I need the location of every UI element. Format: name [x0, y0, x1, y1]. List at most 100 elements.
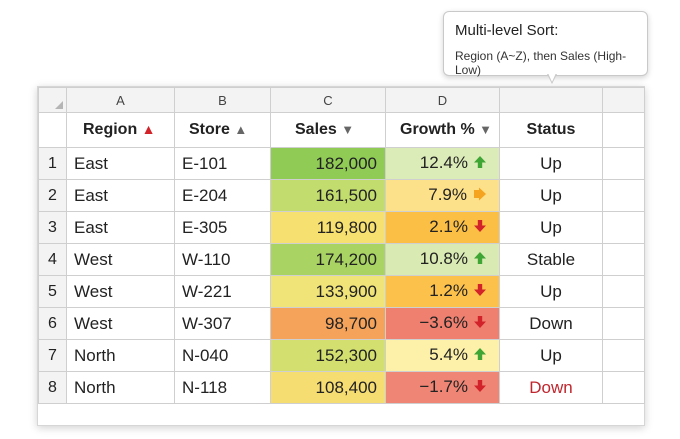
- up-green-arrow-icon: [473, 154, 487, 174]
- row-number: 8: [48, 378, 57, 396]
- growth-value: 10.8%: [419, 249, 468, 269]
- cell-store[interactable]: N-118: [174, 371, 271, 404]
- store-value: W-307: [182, 313, 232, 333]
- cell-sales[interactable]: 98,700: [270, 307, 386, 340]
- empty-cell[interactable]: [602, 147, 645, 180]
- row-number: 2: [48, 186, 57, 204]
- row-header[interactable]: 8: [38, 371, 67, 404]
- cell-store[interactable]: W-307: [174, 307, 271, 340]
- row-header[interactable]: 7: [38, 339, 67, 372]
- tooltip-title: Multi-level Sort:: [455, 22, 559, 39]
- growth-value: −1.7%: [419, 377, 468, 397]
- row-header-blank[interactable]: [38, 112, 67, 148]
- cell-status[interactable]: Up: [499, 147, 603, 180]
- cell-status[interactable]: Down: [499, 307, 603, 340]
- sales-value: 98,700: [325, 313, 377, 333]
- cell-growth[interactable]: 10.8%: [385, 243, 500, 276]
- cell-status[interactable]: Up: [499, 339, 603, 372]
- table-row: 7 North N-040 152,300 5.4% Up: [38, 339, 645, 372]
- cell-store[interactable]: E-101: [174, 147, 271, 180]
- sales-value: 119,800: [316, 217, 377, 237]
- sort-up-red-arrow-icon[interactable]: ▲: [141, 121, 156, 137]
- cell-growth[interactable]: −1.7%: [385, 371, 500, 404]
- header-growth[interactable]: Growth % ▼: [385, 112, 500, 148]
- sales-value: 108,400: [315, 377, 377, 397]
- sort-down-triangle-icon[interactable]: ▼: [479, 122, 492, 137]
- cell-store[interactable]: N-040: [174, 339, 271, 372]
- empty-cell[interactable]: [602, 371, 645, 404]
- status-value: Down: [529, 377, 573, 397]
- cell-store[interactable]: W-221: [174, 275, 271, 308]
- cell-sales[interactable]: 182,000: [270, 147, 386, 180]
- empty-cell[interactable]: [602, 339, 645, 372]
- sort-down-triangle-icon[interactable]: ▼: [341, 122, 355, 137]
- header-sales[interactable]: Sales ▼: [270, 112, 386, 148]
- cell-growth[interactable]: 5.4%: [385, 339, 500, 372]
- row-number: 1: [48, 154, 57, 172]
- row-header[interactable]: 4: [38, 243, 67, 276]
- header-status[interactable]: Status: [499, 112, 603, 148]
- growth-value: 7.9%: [428, 185, 467, 205]
- row-header[interactable]: 5: [38, 275, 67, 308]
- header-status-label: Status: [526, 121, 576, 138]
- sales-value: 174,200: [315, 249, 377, 269]
- empty-cell[interactable]: [602, 243, 645, 276]
- cell-sales[interactable]: 133,900: [270, 275, 386, 308]
- cell-region[interactable]: East: [66, 179, 175, 212]
- cell-region[interactable]: West: [66, 307, 175, 340]
- cell-region[interactable]: West: [66, 275, 175, 308]
- store-value: E-204: [182, 185, 228, 205]
- column-header-c[interactable]: C: [270, 87, 386, 113]
- cell-growth[interactable]: 12.4%: [385, 147, 500, 180]
- cell-growth[interactable]: 1.2%: [385, 275, 500, 308]
- empty-cell[interactable]: [602, 112, 645, 148]
- cell-store[interactable]: E-305: [174, 211, 271, 244]
- header-region[interactable]: Region ▲: [66, 112, 175, 148]
- row-header[interactable]: 1: [38, 147, 67, 180]
- region-value: West: [74, 249, 113, 269]
- empty-cell[interactable]: [602, 211, 645, 244]
- table-row: 8 North N-118 108,400 −1.7% Down: [38, 371, 645, 404]
- cell-sales[interactable]: 108,400: [270, 371, 386, 404]
- table-row: 3 East E-305 119,800 2.1% Up: [38, 211, 645, 244]
- cell-growth[interactable]: −3.6%: [385, 307, 500, 340]
- cell-region[interactable]: North: [66, 339, 175, 372]
- cell-region[interactable]: East: [66, 147, 175, 180]
- column-header-e[interactable]: [499, 87, 603, 113]
- cell-growth[interactable]: 7.9%: [385, 179, 500, 212]
- cell-region[interactable]: East: [66, 211, 175, 244]
- empty-cell[interactable]: [602, 179, 645, 212]
- column-header-f[interactable]: [602, 87, 645, 113]
- row-number: 6: [48, 314, 57, 332]
- column-header-a[interactable]: A: [66, 87, 175, 113]
- cell-status[interactable]: Up: [499, 275, 603, 308]
- up-green-arrow-icon: [473, 250, 487, 270]
- cell-sales[interactable]: 119,800: [270, 211, 386, 244]
- cell-region[interactable]: North: [66, 371, 175, 404]
- row-header[interactable]: 6: [38, 307, 67, 340]
- empty-cell[interactable]: [602, 307, 645, 340]
- empty-cell[interactable]: [602, 275, 645, 308]
- data-table: A B C D Region ▲ Store ▲ Sales: [38, 87, 645, 404]
- row-header[interactable]: 3: [38, 211, 67, 244]
- select-all-corner[interactable]: [38, 87, 67, 113]
- cell-store[interactable]: E-204: [174, 179, 271, 212]
- row-number: 7: [48, 346, 57, 364]
- cell-region[interactable]: West: [66, 243, 175, 276]
- cell-growth[interactable]: 2.1%: [385, 211, 500, 244]
- cell-sales[interactable]: 152,300: [270, 339, 386, 372]
- cell-status[interactable]: Stable: [499, 243, 603, 276]
- cell-status[interactable]: Up: [499, 211, 603, 244]
- cell-sales[interactable]: 161,500: [270, 179, 386, 212]
- sort-up-gray-arrow-icon[interactable]: ▲: [234, 122, 248, 137]
- column-header-d[interactable]: D: [385, 87, 500, 113]
- cell-status[interactable]: Up: [499, 179, 603, 212]
- cell-sales[interactable]: 174,200: [270, 243, 386, 276]
- column-header-b[interactable]: B: [174, 87, 271, 113]
- sales-value: 182,000: [315, 153, 377, 173]
- header-store[interactable]: Store ▲: [174, 112, 271, 148]
- cell-status[interactable]: Down: [499, 371, 603, 404]
- row-header[interactable]: 2: [38, 179, 67, 212]
- cell-store[interactable]: W-110: [174, 243, 271, 276]
- sales-value: 161,500: [315, 185, 377, 205]
